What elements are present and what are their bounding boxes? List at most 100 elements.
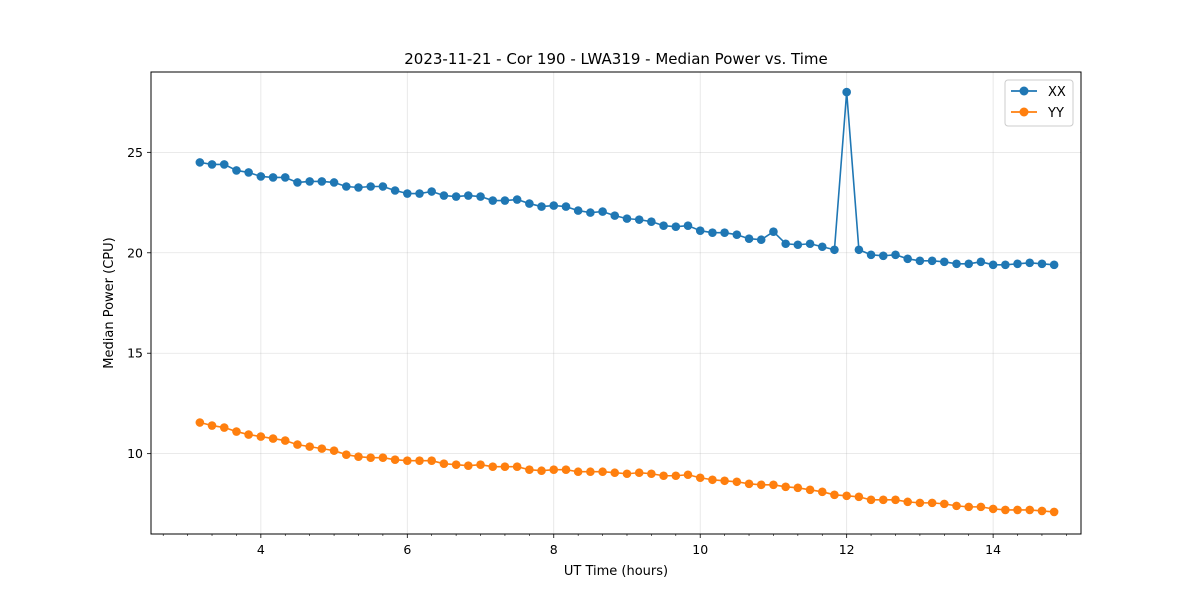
data-point-yy <box>952 501 961 511</box>
data-point-yy <box>634 468 644 478</box>
data-point-xx <box>305 177 314 186</box>
y-tick-label: 20 <box>127 245 143 260</box>
data-point-yy <box>1001 505 1010 515</box>
data-point-xx <box>683 221 693 230</box>
data-point-xx <box>988 260 998 270</box>
plot-frame <box>150 71 1082 535</box>
data-point-yy <box>927 498 937 508</box>
data-point-xx <box>354 183 363 192</box>
data-point-xx <box>329 178 339 187</box>
data-point-xx <box>830 245 839 255</box>
data-point-yy <box>586 467 595 477</box>
grid-layer <box>151 72 1081 534</box>
data-point-yy <box>671 471 681 481</box>
x-tick-label: 4 <box>257 542 265 557</box>
data-point-yy <box>598 467 607 477</box>
data-point-yy <box>464 461 473 471</box>
data-point-yy <box>366 453 375 462</box>
series-yy <box>195 418 1059 517</box>
data-point-xx <box>525 199 534 208</box>
data-point-xx <box>415 189 424 198</box>
data-point-yy <box>1049 507 1059 517</box>
data-point-xx <box>403 189 412 198</box>
data-point-xx <box>293 178 302 187</box>
data-point-yy <box>903 497 912 507</box>
data-point-xx <box>586 208 595 217</box>
data-point-xx <box>744 234 754 244</box>
data-point-yy <box>622 469 632 479</box>
data-point-yy <box>769 480 778 490</box>
data-point-yy <box>525 465 534 475</box>
data-point-yy <box>939 499 949 509</box>
data-point-yy <box>842 491 851 501</box>
x-tick-label: 6 <box>403 542 411 557</box>
data-point-xx <box>659 221 668 230</box>
data-point-yy <box>378 453 388 462</box>
data-point-xx <box>769 227 778 236</box>
data-point-yy <box>244 430 253 439</box>
x-tick-label: 12 <box>839 542 855 557</box>
data-point-xx <box>219 160 229 169</box>
data-point-yy <box>329 446 339 455</box>
data-point-xx <box>1037 259 1047 269</box>
data-point-xx <box>207 160 217 169</box>
chart-title: 2023-11-21 - Cor 190 - LWA319 - Median P… <box>404 50 828 68</box>
data-point-xx <box>1025 258 1035 268</box>
data-point-xx <box>610 211 620 220</box>
data-point-xx <box>939 257 949 267</box>
data-point-yy <box>451 460 461 470</box>
data-point-xx <box>903 254 912 264</box>
data-point-xx <box>817 242 827 252</box>
data-point-xx <box>378 182 388 191</box>
data-point-yy <box>976 502 986 512</box>
data-point-yy <box>781 482 790 492</box>
data-point-xx <box>634 215 644 224</box>
data-point-yy <box>732 477 742 487</box>
data-point-yy <box>488 462 498 472</box>
data-point-xx <box>1013 259 1022 269</box>
x-tick-label: 14 <box>985 542 1001 557</box>
data-point-xx <box>781 239 790 249</box>
data-point-xx <box>244 168 253 177</box>
data-point-yy <box>537 466 546 476</box>
tick-layer: 4 6 8 10 12 14 10 15 20 25 <box>127 145 1067 557</box>
data-point-yy <box>793 483 803 493</box>
series-xx <box>195 87 1059 270</box>
data-point-yy <box>305 442 314 451</box>
legend-entry-yy: YY <box>1011 106 1064 121</box>
data-point-xx <box>549 201 559 210</box>
legend-marker-yy <box>1019 107 1029 117</box>
data-point-xx <box>720 228 729 237</box>
data-point-yy <box>342 450 351 459</box>
data-point-yy <box>695 473 705 483</box>
data-point-xx <box>488 196 498 205</box>
data-point-xx <box>451 192 461 201</box>
series-layer <box>195 87 1059 517</box>
data-point-yy <box>219 423 229 432</box>
data-point-yy <box>830 490 839 500</box>
data-point-yy <box>512 462 522 472</box>
data-point-yy <box>964 502 974 512</box>
legend-label-yy: YY <box>1047 106 1064 121</box>
data-point-yy <box>256 432 266 441</box>
data-point-yy <box>195 418 205 427</box>
data-point-yy <box>610 468 620 478</box>
data-point-xx <box>342 182 351 191</box>
data-point-yy <box>439 459 449 469</box>
x-tick-label: 8 <box>550 542 558 557</box>
data-point-yy <box>403 456 412 465</box>
data-point-xx <box>793 240 803 250</box>
data-point-yy <box>390 455 400 464</box>
data-point-xx <box>1049 260 1059 270</box>
data-point-xx <box>512 195 522 204</box>
legend-label-xx: XX <box>1048 85 1066 100</box>
data-point-xx <box>866 250 876 260</box>
data-point-xx <box>695 226 705 235</box>
data-point-xx <box>647 217 656 226</box>
data-point-xx <box>256 172 266 181</box>
data-point-xx <box>464 191 473 200</box>
data-point-yy <box>561 465 571 475</box>
data-point-yy <box>354 452 363 461</box>
data-point-yy <box>1037 506 1047 516</box>
